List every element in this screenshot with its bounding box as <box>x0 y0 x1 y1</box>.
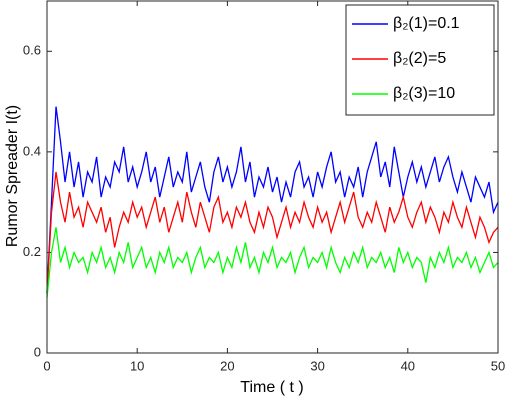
x-tick-label: 10 <box>130 358 144 373</box>
legend-label: β₂(3)=10 <box>393 85 455 102</box>
legend-label: β₂(2)=5 <box>393 50 446 67</box>
y-tick-label: 0.6 <box>23 43 41 58</box>
series-line <box>46 171 499 293</box>
x-tick-label: 30 <box>310 358 324 373</box>
x-tick-label: 40 <box>401 358 415 373</box>
y-tick-label: 0 <box>34 344 41 359</box>
x-axis-label: Time ( t ) <box>240 379 303 396</box>
axes-box <box>46 0 499 354</box>
y-tick-label: 0.4 <box>23 143 41 158</box>
x-tick-label: 0 <box>43 358 50 373</box>
x-tick-label: 20 <box>220 358 234 373</box>
y-tick-label: 0.2 <box>23 244 41 259</box>
series-line <box>46 106 499 293</box>
y-axis-label: Rumor Spreader I(t) <box>4 105 21 247</box>
series-line <box>46 227 499 298</box>
x-tick-label: 50 <box>491 358 505 373</box>
legend-label: β₂(1)=0.1 <box>393 15 460 32</box>
